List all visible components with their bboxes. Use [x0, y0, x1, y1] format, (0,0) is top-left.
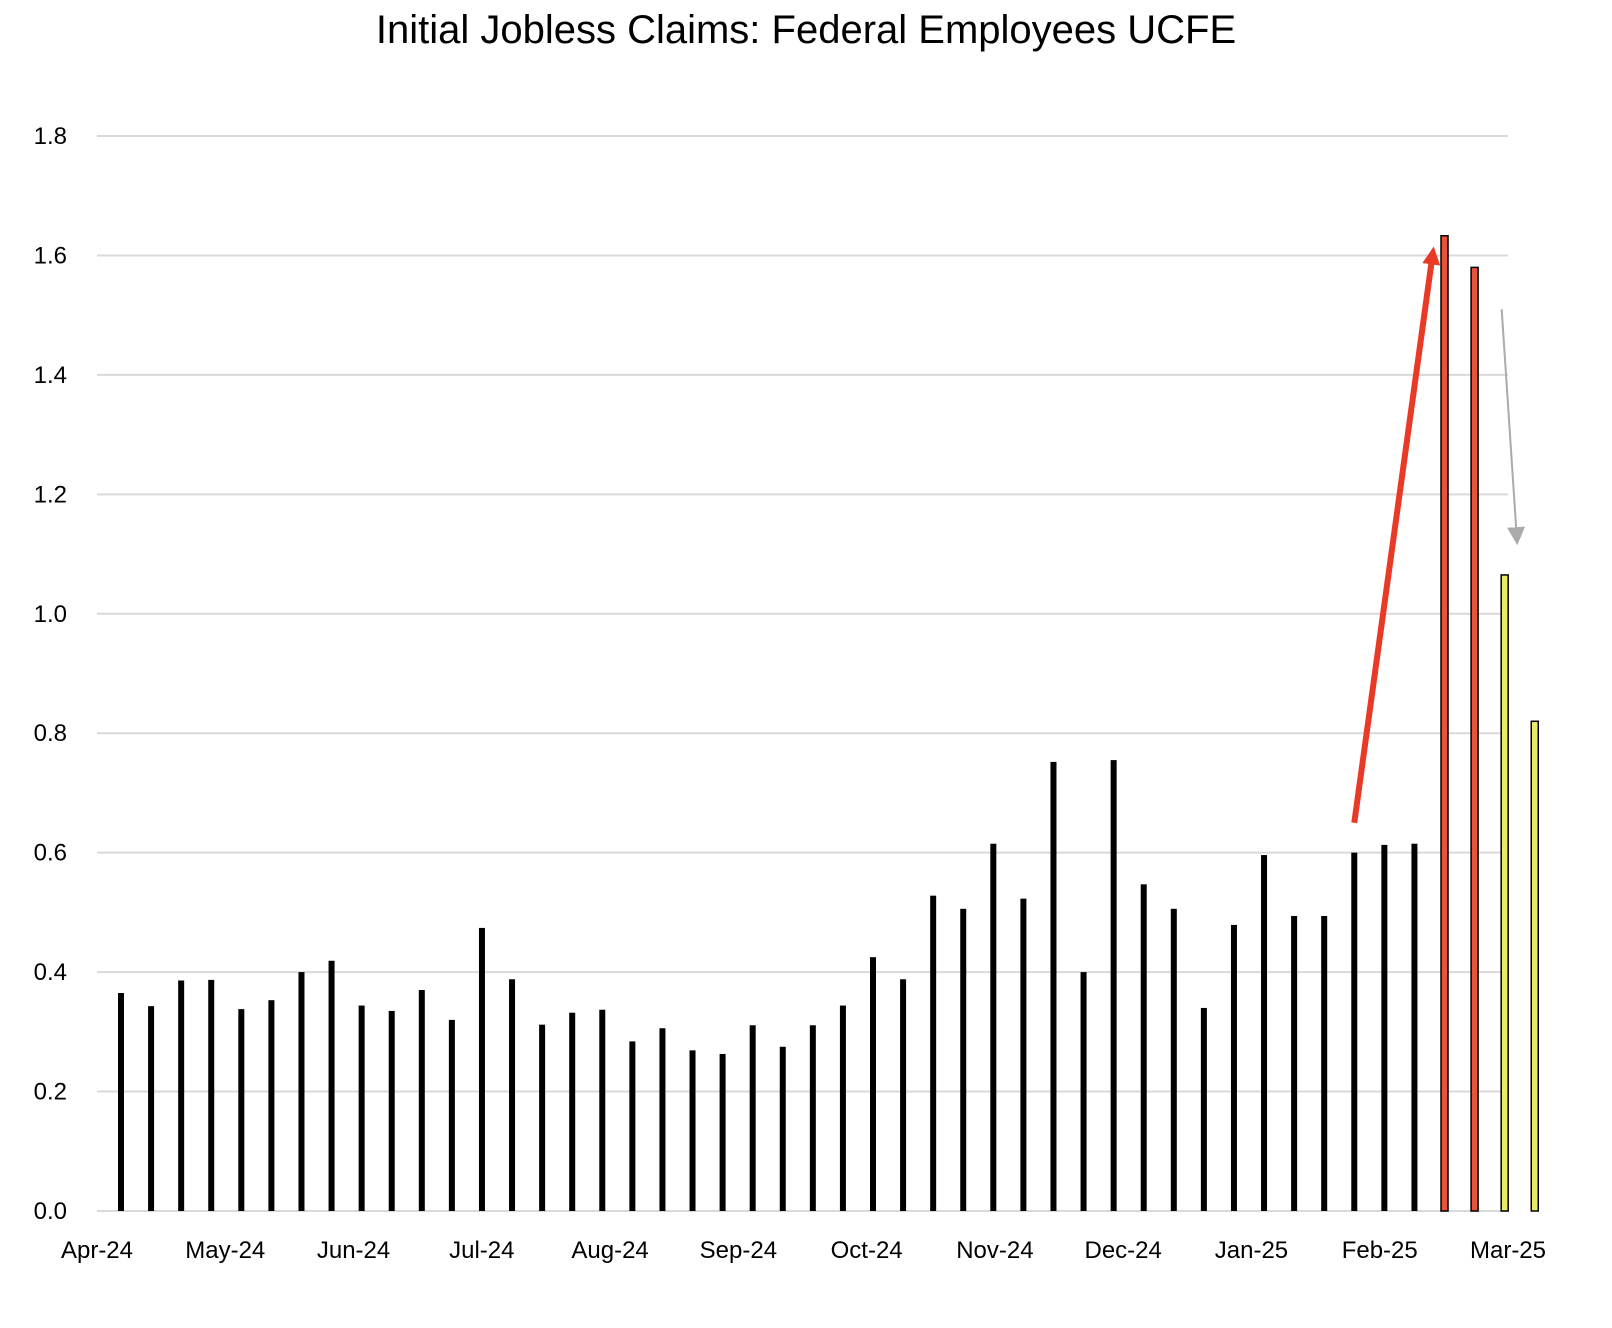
- bar: [268, 1000, 275, 1211]
- y-tick-label: 1.6: [34, 242, 67, 269]
- bar: [990, 843, 997, 1211]
- bars: [118, 234, 1540, 1212]
- trend-arrow-down: [1500, 309, 1526, 546]
- y-tick-label: 0.0: [34, 1198, 67, 1225]
- chart-title: Initial Jobless Claims: Federal Employee…: [375, 8, 1237, 52]
- x-tick-label: Jan-25: [1215, 1237, 1288, 1264]
- bar: [629, 1041, 636, 1211]
- bar: [539, 1024, 546, 1211]
- bar: [328, 960, 335, 1211]
- gridlines: [97, 135, 1508, 1212]
- y-tick-label: 0.8: [34, 720, 67, 747]
- bar: [1140, 884, 1147, 1211]
- bar: [1261, 855, 1268, 1211]
- x-tick-label: Mar-25: [1470, 1237, 1546, 1264]
- bar: [148, 1006, 155, 1211]
- bar: [1200, 1007, 1207, 1211]
- bar: [509, 979, 516, 1211]
- bar: [689, 1050, 696, 1211]
- bar: [659, 1028, 666, 1211]
- x-tick-label: Jul-24: [449, 1237, 514, 1264]
- bar: [1170, 908, 1177, 1211]
- bar: [1291, 915, 1298, 1211]
- x-tick-label: Apr-24: [61, 1237, 133, 1264]
- bar: [1381, 844, 1388, 1211]
- bar: [900, 979, 907, 1211]
- bar: [809, 1025, 816, 1211]
- x-tick-label: Sep-24: [700, 1237, 777, 1264]
- bar: [388, 1010, 395, 1211]
- y-tick-label: 1.4: [34, 362, 67, 389]
- bar: [1530, 720, 1540, 1212]
- bar: [719, 1053, 726, 1211]
- bar: [569, 1012, 576, 1211]
- bar: [1351, 852, 1358, 1211]
- x-axis: Apr-24 May-24 Jun-24 Jul-24 Aug-24 Sep-24 Oct-…: [61, 1237, 1546, 1264]
- trend-arrow-up: [1351, 246, 1441, 824]
- bar: [208, 979, 215, 1211]
- bar: [839, 1005, 846, 1211]
- y-tick-label: 1.8: [34, 123, 67, 150]
- bar: [1110, 760, 1117, 1211]
- bar: [238, 1009, 245, 1211]
- bar: [418, 990, 425, 1211]
- bar: [448, 1019, 455, 1211]
- y-axis: 0.0 0.2 0.4 0.6 0.8 1.0 1.2 1.4 1.6 1.8: [34, 123, 67, 1225]
- x-tick-label: Aug-24: [571, 1237, 648, 1264]
- bar: [1321, 915, 1328, 1211]
- bar: [1050, 761, 1057, 1211]
- bar: [1440, 234, 1449, 1212]
- bar: [1230, 924, 1237, 1211]
- x-tick-label: May-24: [185, 1237, 265, 1264]
- y-tick-label: 0.6: [34, 840, 67, 867]
- bar: [358, 1005, 365, 1211]
- bar: [118, 993, 124, 1211]
- y-tick-label: 1.0: [34, 601, 67, 628]
- x-tick-label: Dec-24: [1084, 1237, 1161, 1264]
- bar: [1020, 898, 1027, 1211]
- bar: [779, 1046, 786, 1211]
- bar: [478, 927, 485, 1211]
- bar: [298, 972, 305, 1211]
- bar: [1500, 574, 1509, 1212]
- x-tick-label: Oct-24: [831, 1237, 903, 1264]
- bar: [1080, 972, 1087, 1211]
- x-tick-label: Nov-24: [956, 1237, 1033, 1264]
- x-tick-label: Feb-25: [1342, 1237, 1418, 1264]
- bar: [870, 957, 876, 1211]
- bar: [1411, 843, 1418, 1211]
- bar: [1470, 266, 1479, 1212]
- bar: [599, 1009, 606, 1211]
- bar: [930, 895, 937, 1211]
- bar: [749, 1025, 756, 1211]
- y-tick-label: 0.4: [34, 959, 67, 986]
- x-tick-label: Jun-24: [317, 1237, 390, 1264]
- y-tick-label: 1.2: [34, 481, 67, 508]
- annotations: [1351, 246, 1526, 824]
- bar: [960, 908, 967, 1211]
- bar: [178, 980, 185, 1211]
- y-tick-label: 0.2: [34, 1079, 67, 1106]
